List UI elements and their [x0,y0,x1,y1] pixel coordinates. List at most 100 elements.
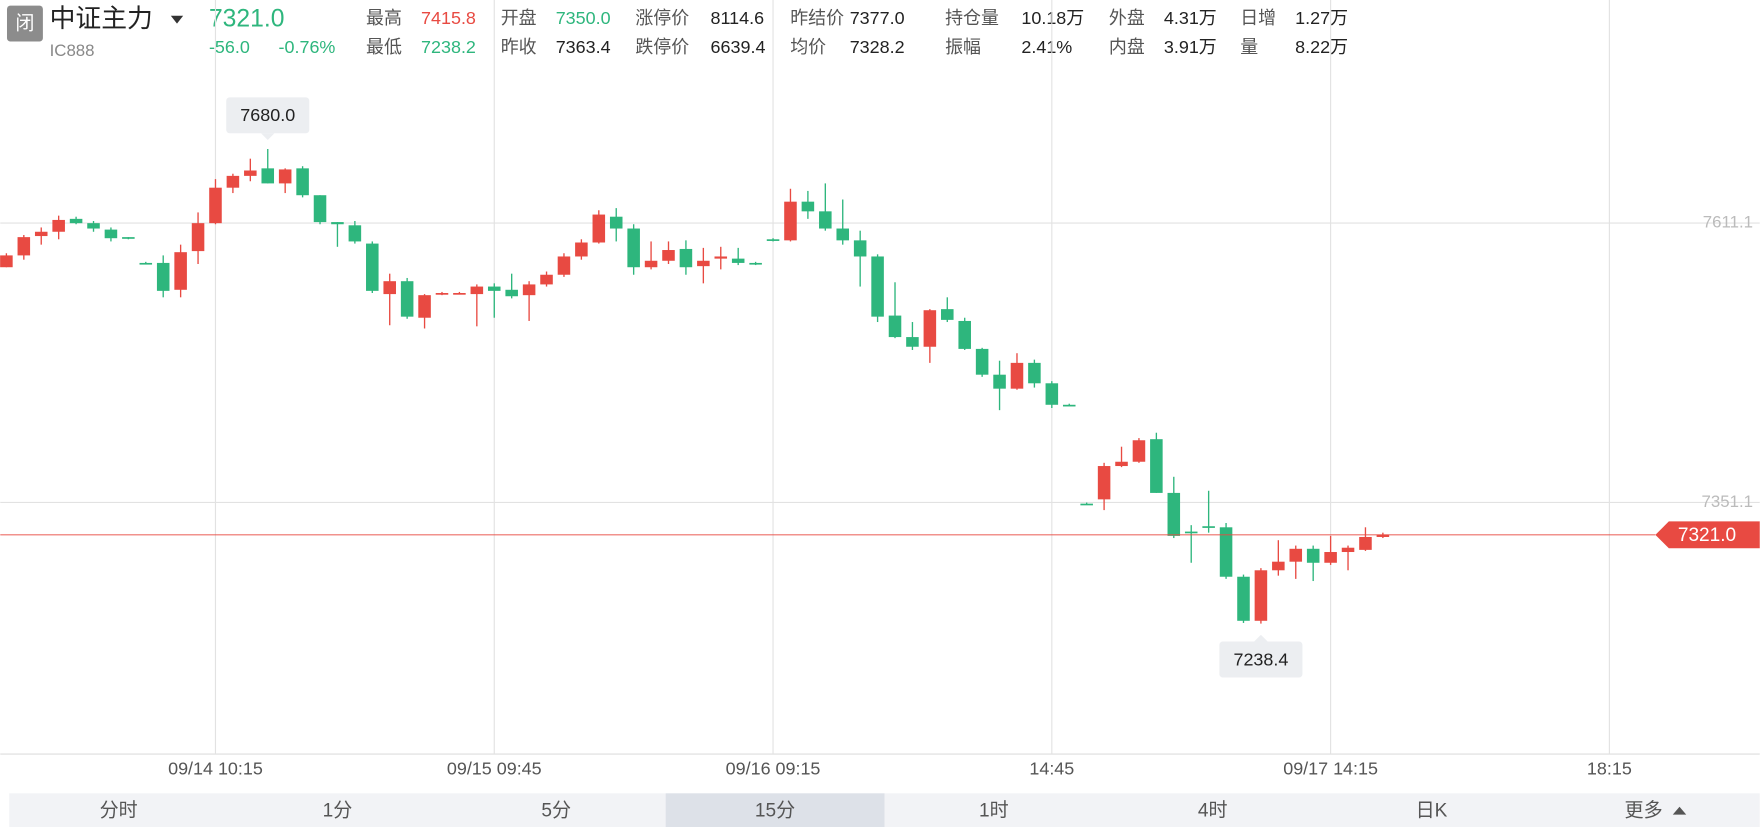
stat-value: 7238.2 [421,37,476,57]
candle-body [191,223,205,252]
stat-value: 8114.6 [711,8,765,28]
candle-body [836,228,850,241]
tab-label[interactable]: 5分 [541,799,571,821]
candle-body [1184,531,1198,534]
candle-body [801,201,815,212]
candle-body [1341,547,1355,553]
candle-body [1150,439,1163,493]
tab-label[interactable]: 15分 [755,799,795,821]
stat-label: 涨停价 [635,8,689,28]
candle-body [1272,561,1285,571]
stat-label: 内盘 [1109,37,1145,57]
tab-selected [665,793,885,827]
chart: 7351.1 7611.1 09/14 10:15 09/15 09:45 09/16 … [0,0,1760,779]
candle-body [540,274,553,285]
tab-label[interactable]: 1分 [323,799,353,821]
candle-body [923,310,937,347]
stat-value: 7415.8 [421,8,476,28]
stat-label: 振幅 [945,37,981,57]
candle-body [1167,492,1181,536]
tab-label[interactable]: 分时 [100,799,138,821]
candle-body [1289,548,1303,562]
y-tick-label: 7351.1 [1702,492,1753,511]
candle-body [819,211,832,229]
candle-body [453,293,466,295]
candle-body [1324,552,1337,563]
candle-body [104,229,118,239]
stat-value: 4.31万 [1164,8,1217,28]
candle-body [1254,570,1268,621]
tab-label[interactable]: 日K [1416,800,1448,821]
stat-label: 昨结价 [790,8,844,28]
price-change: -56.0 [209,37,250,57]
candle-body [278,169,292,184]
more-arrow[interactable] [1672,806,1687,815]
candle-body [366,243,379,291]
tab-label[interactable]: 1时 [979,799,1009,821]
stat-label: 量 [1240,37,1258,57]
stat-value: 10.18万 [1021,8,1084,28]
candle-body [662,250,675,261]
candle-body [139,262,153,265]
candle-body [348,225,362,242]
x-tick-label: 09/17 14:15 [1283,759,1378,779]
instrument-name[interactable]: 中证主力 [50,4,153,33]
stat-label: 昨收 [501,37,537,57]
candle-body [749,262,762,265]
stat-label: 开盘 [501,8,537,28]
candle-body [261,168,275,184]
candle-body [313,195,327,223]
candle-body [505,289,518,297]
candle-body [122,237,135,239]
period-tabs: 分时 1分 5分 15分 1时 4时 日K 更多 [9,793,1760,827]
candle-body [296,168,309,196]
stat-value: 6639.4 [711,37,766,57]
stat-value: 7377.0 [850,8,905,28]
status-badge [6,5,43,42]
candle-body [731,258,745,263]
candle-body [575,242,588,257]
candle-body [941,309,954,320]
candle-body [1045,383,1059,405]
candle-body [958,320,971,349]
candle-body [906,337,919,347]
tab-label[interactable]: 4时 [1198,799,1228,821]
candle-body [331,222,344,225]
candle-body [714,256,728,259]
candle-body [1132,440,1146,462]
candle-body [592,214,606,243]
last-price-tag [1655,521,1760,549]
dropdown-arrow[interactable] [170,15,184,24]
last-price: 7321.0 [209,6,284,33]
x-tick-label: 09/15 09:45 [447,759,542,779]
candle-body [383,281,396,295]
candle-body [174,252,187,290]
annotation-label: 7680.0 [240,105,295,125]
candle-body [1237,576,1250,621]
status-text: 闭 [15,13,34,35]
annotation-label: 7238.4 [1233,649,1288,669]
tab-label[interactable]: 更多 [1625,799,1663,821]
candle-body [784,201,797,241]
candle-body [644,260,658,268]
stats: 最高 7415.8 开盘 7350.0 涨停价 8114.6 昨结价 7377.0 持仓量 10.… [366,8,1348,57]
x-tick-label: 14:45 [1029,759,1074,779]
stat-label: 外盘 [1109,8,1145,28]
stat-label: 持仓量 [945,8,999,28]
stat-label: 最低 [366,37,402,57]
candle-body [679,248,693,268]
candle-body [0,255,13,268]
stat-label: 均价 [790,37,826,57]
stat-label: 最高 [366,8,402,28]
candle-body [975,348,989,375]
last-price-label: 7321.0 [1678,525,1736,546]
stat-value: 7328.2 [850,37,905,57]
candle-body [871,256,884,317]
candle-body [487,286,501,291]
stat-label: 日增 [1240,8,1276,28]
candle-body [34,231,48,237]
candle-body [17,237,31,256]
candle-body [435,293,449,295]
candle-body [609,216,623,229]
